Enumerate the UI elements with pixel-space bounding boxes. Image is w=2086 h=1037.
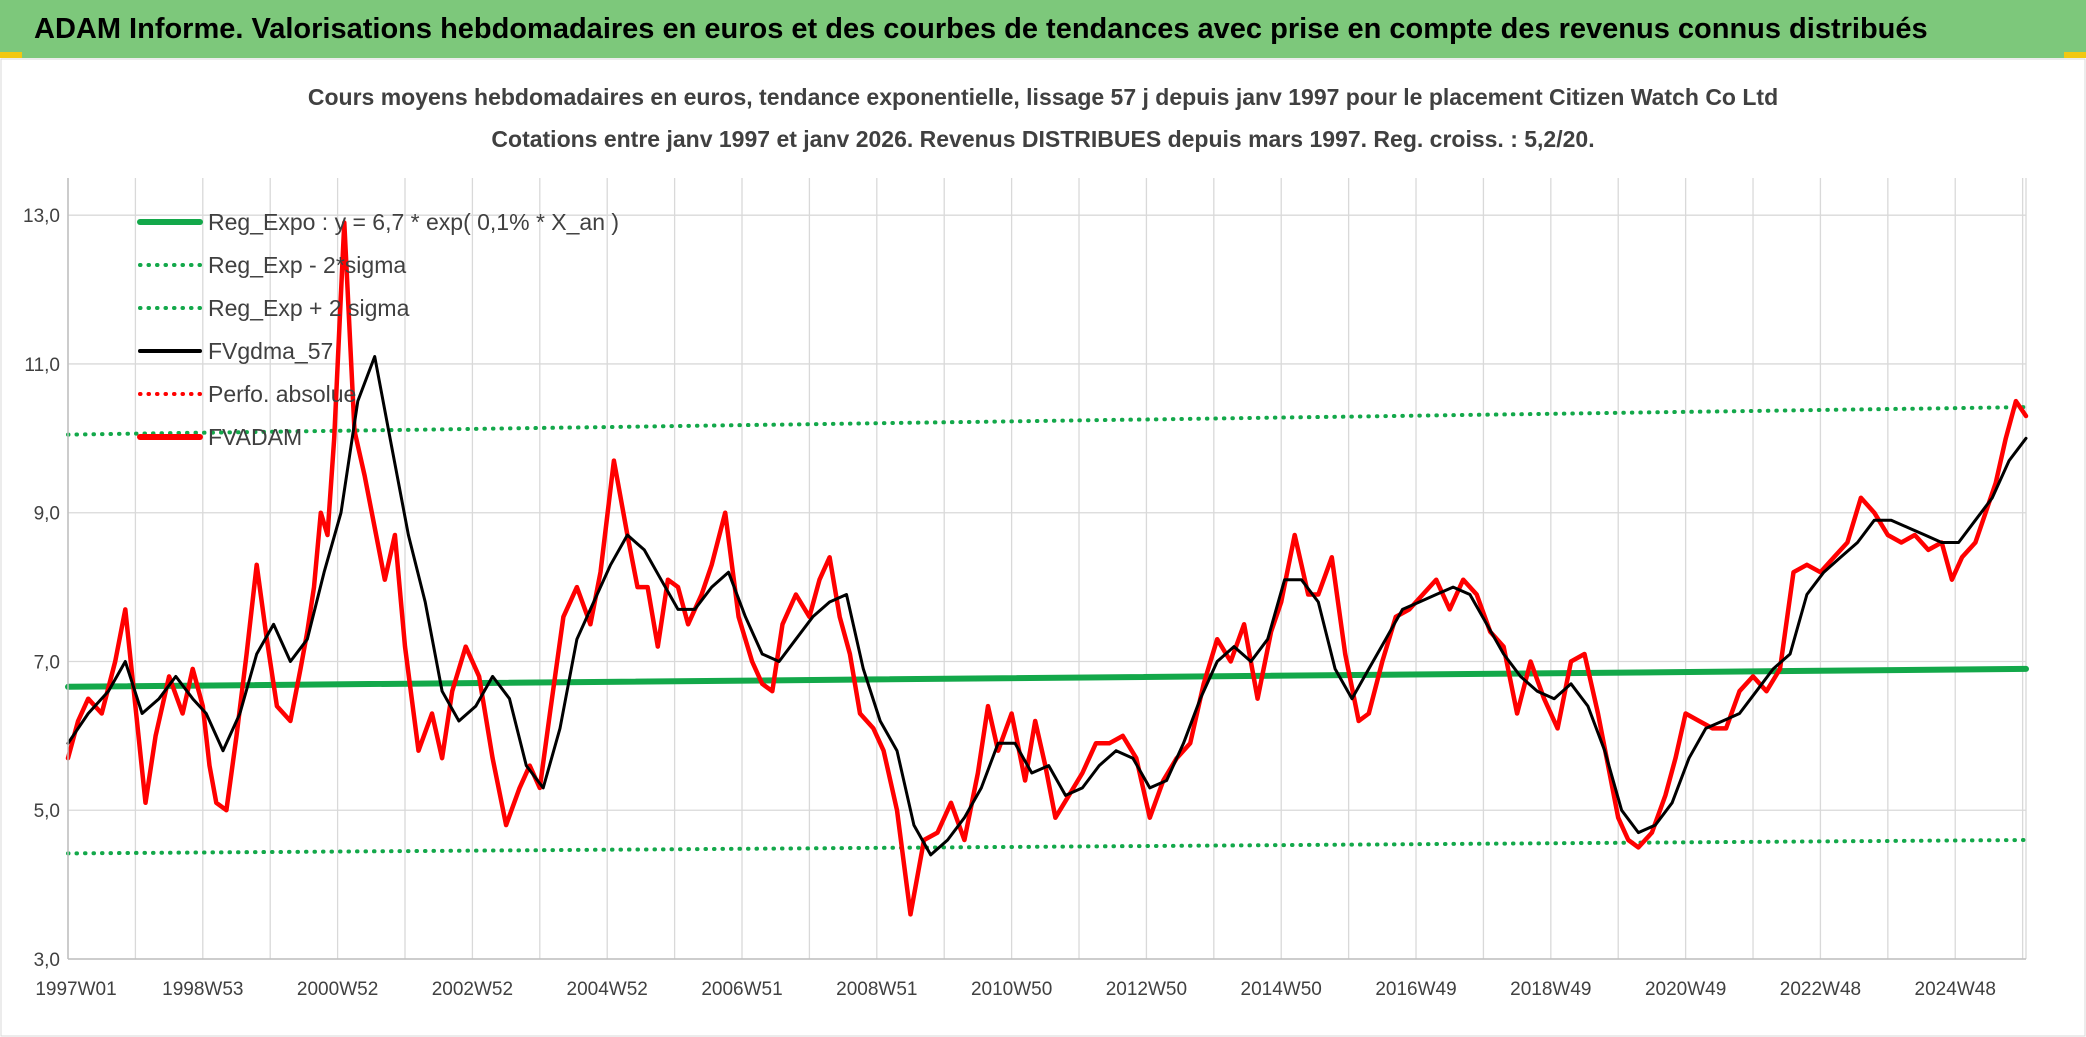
x-tick-label: 2022W48 <box>1780 979 1861 1000</box>
x-tick-label: 2002W52 <box>432 979 513 1000</box>
x-tick-label: 2014W50 <box>1241 979 1322 1000</box>
valuation-chart: 3,0 5,0 7,0 9,0 11,0 13,0 1997W01 1998W53 2000W5… <box>0 58 2086 1037</box>
x-tick-label: 2004W52 <box>567 979 648 1000</box>
report-banner: ADAM Informe. Valorisations hebdomadaire… <box>0 0 2086 58</box>
legend-label: Perfo. absolue <box>208 381 356 407</box>
legend-label: FVADAM <box>208 424 302 450</box>
y-tick-label: 3,0 <box>34 950 60 971</box>
axis-layer: 3,0 5,0 7,0 9,0 11,0 13,0 1997W01 1998W53 2000W5… <box>23 178 2026 1000</box>
y-tick-label: 7,0 <box>34 652 60 673</box>
x-tick-label: 2012W50 <box>1106 979 1187 1000</box>
y-tick-label: 5,0 <box>34 801 60 822</box>
chart-title-line-1: Cours moyens hebdomadaires en euros, ten… <box>308 84 1778 110</box>
legend-label: Reg_Exp + 2 sigma <box>208 295 410 321</box>
grid-layer <box>67 178 2027 960</box>
x-tick-label: 2010W50 <box>971 979 1052 1000</box>
series-layer <box>65 220 2029 917</box>
x-tick-label: 2018W49 <box>1510 979 1591 1000</box>
legend-label: Reg_Exp - 2*sigma <box>208 252 406 278</box>
series-fvadam <box>65 220 2029 917</box>
banner-title: ADAM Informe. Valorisations hebdomadaire… <box>34 12 1928 45</box>
legend-label: Reg_Expo : y = 6,7 * exp( 0,1% * X_an ) <box>208 209 619 235</box>
x-tick-label: 1997W01 <box>35 979 116 1000</box>
series-reg-expo <box>65 665 2029 690</box>
chart-title-line-2: Cotations entre janv 1997 et janv 2026. … <box>491 126 1594 152</box>
x-tick-label: 2000W52 <box>297 979 378 1000</box>
plot-background <box>0 58 2086 1037</box>
x-tick-label: 2008W51 <box>836 979 917 1000</box>
y-tick-label: 11,0 <box>24 355 60 376</box>
banner-corner-left <box>0 52 22 58</box>
y-tick-label: 13,0 <box>23 206 60 227</box>
banner-corner-right <box>2064 52 2086 58</box>
x-tick-label: 2006W51 <box>701 979 782 1000</box>
x-tick-label: 2020W49 <box>1645 979 1726 1000</box>
x-tick-label: 2016W49 <box>1375 979 1456 1000</box>
series-fvgdma-57 <box>66 355 2028 857</box>
x-tick-label: 2024W48 <box>1915 979 1996 1000</box>
series-reg-plus-2sigma <box>66 405 2028 437</box>
series-reg-minus-2sigma <box>66 838 2028 856</box>
legend: Reg_Expo : y = 6,7 * exp( 0,1% * X_an ) R… <box>137 209 619 450</box>
x-tick-label: 1998W53 <box>162 979 243 1000</box>
legend-label: FVgdma_57 <box>208 338 333 364</box>
y-tick-label: 9,0 <box>34 504 60 525</box>
chart-frame: 3,0 5,0 7,0 9,0 11,0 13,0 1997W01 1998W53 2000W5… <box>0 58 2086 1037</box>
